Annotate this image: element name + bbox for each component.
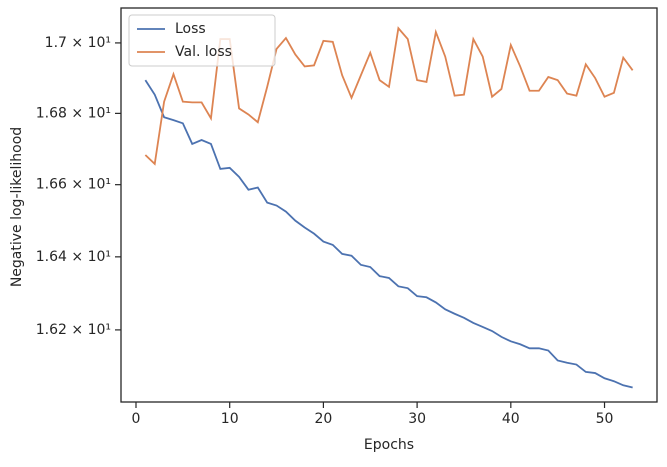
y-tick-label: 1.64 × 10¹ <box>36 249 111 265</box>
x-tick-label: 20 <box>314 411 332 427</box>
legend-label: Loss <box>175 21 206 37</box>
legend-label: Val. loss <box>175 44 232 60</box>
plot-frame <box>120 7 658 403</box>
x-axis-label: Epochs <box>364 437 414 453</box>
y-tick-label: 1.62 × 10¹ <box>36 322 111 338</box>
x-tick-label: 30 <box>408 411 426 427</box>
x-tick-label: 10 <box>221 411 239 427</box>
line <box>144 79 633 389</box>
x-tick-label: 50 <box>596 411 614 427</box>
x-tick-label: 40 <box>502 411 520 427</box>
y-tick-label: 1.66 × 10¹ <box>36 177 111 193</box>
y-axis-label: Negative log-likelihood <box>9 127 25 287</box>
x-tick-label: 0 <box>132 411 141 427</box>
legend-box <box>128 14 276 67</box>
y-tick-label: 1.68 × 10¹ <box>36 105 111 121</box>
y-tick-label: 1.7 × 10¹ <box>45 35 111 51</box>
